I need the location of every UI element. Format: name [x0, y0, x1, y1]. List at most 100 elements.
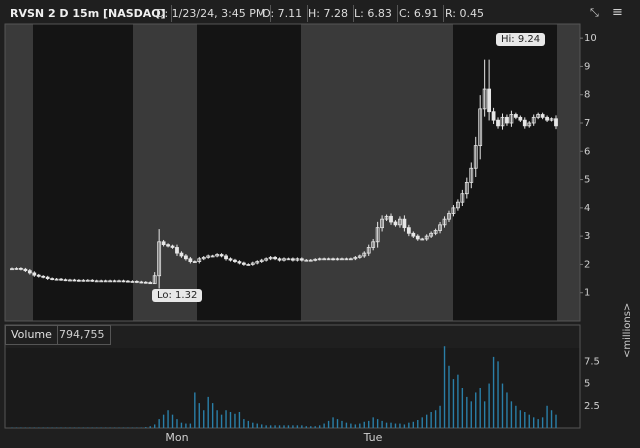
axis-ticks: 1 2 3 4 5 6 7 8 9 10 2.5 5 7.5 Mon Tue: [165, 33, 600, 444]
candle-body: [335, 258, 340, 261]
symbol-label[interactable]: RVSN 2 D 15m [NASDAQ]: [5, 5, 172, 22]
x-tick-label: Mon: [165, 431, 188, 444]
candle-body: [90, 279, 95, 282]
candle-body: [442, 218, 447, 226]
candle-body: [406, 227, 411, 234]
candle-body: [326, 258, 331, 261]
open-label: O: 7.11: [257, 5, 309, 22]
candle-body: [389, 215, 393, 223]
candle-body: [282, 258, 286, 261]
candle-body: [380, 218, 384, 229]
candle-body: [152, 275, 157, 285]
volume-value: 794,755: [54, 325, 111, 345]
candle-body: [482, 88, 487, 110]
candle-body: [554, 118, 558, 127]
candle-body: [134, 280, 139, 283]
low-label: L: 6.83: [349, 5, 398, 22]
volume-units-label: <millions>: [622, 302, 633, 358]
volume-tick-label: 5: [584, 379, 590, 390]
candle-body: [308, 259, 313, 262]
candle-body: [19, 267, 23, 270]
candle-body: [264, 258, 269, 261]
candle-body: [184, 255, 188, 260]
date-label: D: 1/23/24, 3:45 PM: [151, 5, 272, 22]
candle-body: [166, 244, 170, 247]
candle-body: [344, 258, 349, 261]
candle-body: [393, 221, 398, 226]
candle-body: [456, 201, 460, 209]
candle-body: [23, 268, 28, 272]
candle-body: [348, 258, 353, 261]
candle-body: [424, 235, 429, 240]
candle-body: [384, 215, 389, 220]
high-annotation: Hi: 9.24: [496, 32, 546, 46]
candle-body: [531, 116, 536, 124]
candle-body: [233, 259, 237, 262]
price-tick-label: 9: [584, 61, 590, 72]
candle-body: [469, 167, 474, 183]
candle-body: [518, 116, 523, 121]
candle-body: [317, 258, 322, 261]
candle-body: [170, 245, 175, 248]
candle-body: [299, 258, 304, 261]
candle-body: [121, 280, 126, 283]
chart-background: [5, 24, 580, 428]
price-tick-label: 6: [584, 146, 590, 157]
candle-body: [59, 278, 63, 281]
candle-body: [36, 274, 41, 277]
candle-body: [206, 255, 211, 258]
candle-body: [273, 256, 277, 260]
candle-body: [188, 258, 193, 262]
candle-body: [438, 224, 442, 231]
candle-body: [549, 118, 554, 121]
price-tick-label: 1: [584, 288, 590, 299]
price-tick-label: 2: [584, 259, 590, 270]
candle-body: [402, 218, 407, 229]
candle-body: [464, 181, 469, 195]
session-band: [5, 24, 33, 321]
candle-body: [500, 116, 505, 127]
menu-lines-icon[interactable]: ≡: [612, 5, 623, 20]
candle-body: [63, 279, 68, 282]
candle-body: [255, 261, 260, 264]
candle-body: [76, 279, 81, 282]
candle-body: [112, 280, 117, 283]
candle-body: [522, 119, 527, 127]
candle-body: [340, 258, 344, 261]
candle-body: [277, 258, 282, 261]
candle-body: [527, 122, 532, 127]
candle-body: [224, 255, 228, 260]
candle-body: [362, 252, 367, 257]
candle-body: [478, 108, 483, 147]
volume-tick-label: 2.5: [584, 401, 600, 412]
candle-body: [545, 116, 549, 121]
candle-body: [81, 279, 86, 282]
candle-body: [215, 254, 220, 257]
candle-body: [415, 235, 420, 240]
price-tick-label: 3: [584, 231, 590, 242]
price-tick-label: 10: [584, 33, 597, 44]
candle-body: [241, 262, 246, 265]
candle-body: [513, 114, 518, 118]
candle-body: [237, 261, 242, 264]
candle-body: [366, 247, 371, 254]
candle-body: [32, 272, 37, 276]
candle-body: [201, 256, 206, 260]
candle-body: [509, 114, 514, 124]
x-tick-label: Tue: [363, 431, 383, 444]
candle-body: [14, 267, 19, 270]
candle-body: [41, 275, 46, 278]
candle-body: [375, 227, 380, 243]
volume-label: Volume: [5, 325, 58, 345]
candle-series: [10, 59, 558, 289]
candle-body: [447, 213, 451, 220]
candle-body: [291, 258, 295, 261]
close-label: C: 6.91: [394, 5, 445, 22]
collapse-arrows-icon[interactable]: ⤡: [590, 6, 599, 19]
candle-body: [68, 279, 72, 282]
volume-tick-label: 7.5: [584, 356, 600, 367]
candle-body: [161, 241, 166, 246]
candle-body: [50, 278, 55, 280]
candle-body: [192, 261, 197, 264]
